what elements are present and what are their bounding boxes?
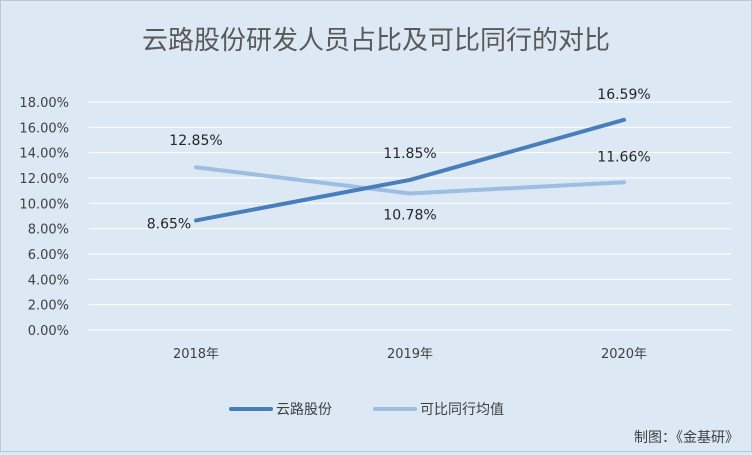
- data-label: 8.65%: [147, 216, 191, 232]
- y-tick-label: 16.00%: [19, 121, 69, 136]
- x-tick-label: 2018年: [173, 347, 219, 362]
- y-tick-label: 18.00%: [19, 96, 69, 111]
- legend-label: 可比同行均值: [420, 402, 504, 418]
- data-label: 11.66%: [597, 149, 650, 165]
- y-tick-label: 12.00%: [19, 172, 69, 187]
- chart-title: 云路股份研发人员占比及可比同行的对比: [142, 26, 610, 56]
- series-line-0: [194, 117, 626, 223]
- x-axis-ticks: 2018年 2019年 2020年: [173, 347, 647, 362]
- y-tick-label: 14.00%: [19, 147, 69, 162]
- x-tick-label: 2019年: [387, 347, 433, 362]
- x-tick-label: 2020年: [601, 347, 647, 362]
- chart-credit: 制图：《金基研》: [634, 429, 739, 446]
- grid-layer: [89, 101, 731, 331]
- data-label: 10.78%: [383, 207, 436, 223]
- data-label: 11.85%: [383, 146, 436, 162]
- data-label: 16.59%: [597, 87, 650, 103]
- legend-label: 云路股份: [276, 402, 332, 418]
- data-labels: 8.65% 11.85% 16.59% 12.85% 10.78% 11.66%: [147, 87, 651, 233]
- y-tick-label: 8.00%: [28, 223, 69, 238]
- y-axis-ticks: 0.00% 2.00% 4.00% 6.00% 8.00% 10.00% 12.00% 14.…: [19, 96, 69, 339]
- y-tick-label: 10.00%: [19, 197, 69, 212]
- y-tick-label: 4.00%: [28, 273, 69, 288]
- data-label: 12.85%: [169, 133, 222, 149]
- y-tick-label: 0.00%: [28, 324, 69, 339]
- series-layer: [194, 117, 626, 223]
- legend: 云路股份 可比同行均值: [229, 402, 504, 418]
- y-tick-label: 6.00%: [28, 248, 69, 263]
- y-tick-label: 2.00%: [28, 299, 69, 314]
- series-line-1: [194, 165, 626, 196]
